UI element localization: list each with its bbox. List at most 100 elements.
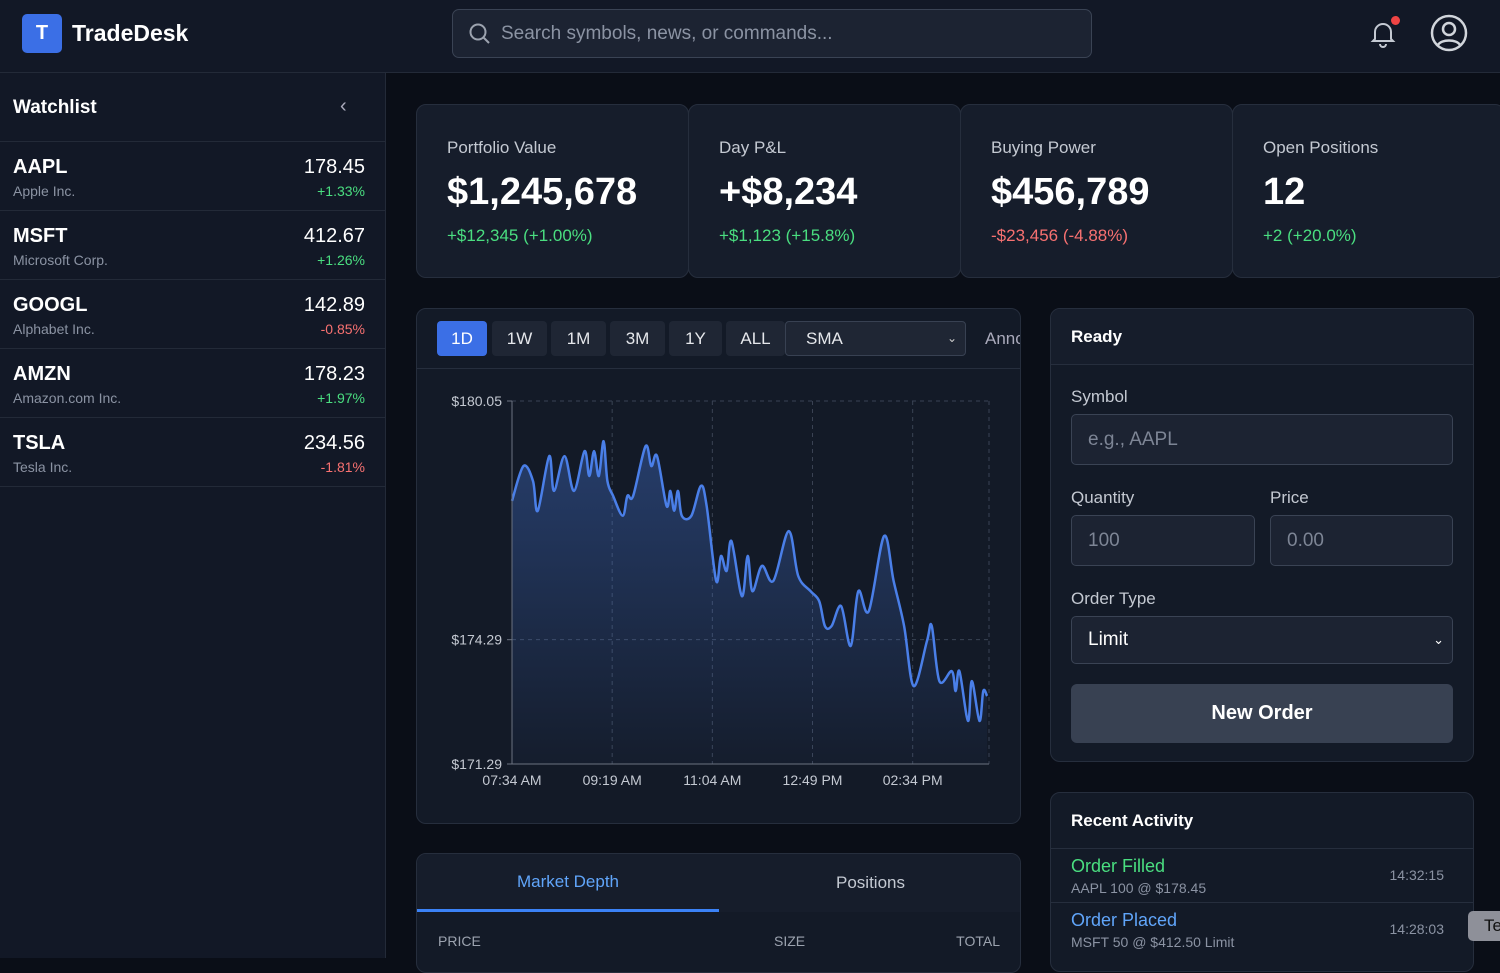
ticker-change: +1.33%	[317, 183, 365, 199]
price-line	[510, 439, 989, 723]
toast-notification[interactable]: Te	[1468, 911, 1500, 941]
stat-label: Portfolio Value	[447, 138, 557, 157]
new-order-button[interactable]: New Order	[1071, 684, 1453, 743]
chevron-down-icon: ⌄	[946, 331, 957, 345]
order-type-label: Order Type	[1071, 589, 1156, 608]
company-name: Alphabet Inc.	[13, 321, 95, 337]
activity-detail: AAPL 100 @ $178.45	[1071, 880, 1207, 896]
tab-positions[interactable]: Positions	[836, 873, 905, 892]
recent-activity-title: Recent Activity	[1071, 811, 1194, 830]
company-name: Apple Inc.	[13, 183, 76, 199]
chevron-down-icon: ⌄	[1433, 632, 1444, 647]
symbol-label: Symbol	[1071, 387, 1128, 406]
annotate-button[interactable]: Annc	[985, 329, 1021, 348]
y-tick-label: $171.29	[451, 756, 502, 772]
ticker-price: 412.67	[303, 225, 365, 247]
tab-bar	[417, 854, 1020, 912]
market-depth-card: Market Depth Positions PRICE SIZE TOTAL	[416, 853, 1021, 973]
activity-time: 14:28:03	[1389, 921, 1445, 937]
ticker-price: 234.56	[303, 432, 365, 454]
company-name: Amazon.com Inc.	[13, 390, 122, 406]
app-title: TradeDesk	[72, 20, 189, 46]
watchlist-sidebar: Watchlist ‹ AAPL Apple Inc. 178.45 +1.33…	[0, 73, 386, 958]
ticker-price: 142.89	[303, 294, 365, 316]
ticker-price: 178.45	[303, 156, 365, 178]
activity-detail: MSFT 50 @ $412.50 Limit	[1071, 934, 1235, 950]
collapse-chevron-icon[interactable]: ‹	[340, 95, 347, 117]
stat-card: Buying Power $456,789 -$23,456 (-4.88%)	[960, 104, 1233, 278]
bell-icon[interactable]	[1370, 20, 1396, 48]
column-total: TOTAL	[956, 933, 1000, 949]
stat-value: $1,245,678	[447, 171, 638, 213]
ticker-symbol: TSLA	[13, 432, 66, 454]
watchlist-item[interactable]: AAPL Apple Inc. 178.45 +1.33%	[0, 142, 385, 211]
x-tick-label: 11:04 AM	[683, 772, 741, 788]
timeframe-1w-button[interactable]: 1W	[492, 321, 547, 356]
indicator-value: SMA	[806, 329, 843, 348]
order-panel-header: Ready	[1051, 309, 1473, 365]
company-name: Microsoft Corp.	[13, 252, 108, 268]
indicator-select[interactable]: SMA ⌄	[785, 321, 966, 356]
ticker-change: -0.85%	[320, 321, 365, 337]
ticker-change: +1.97%	[317, 390, 365, 406]
ticker-symbol: AAPL	[13, 156, 68, 178]
stat-label: Buying Power	[991, 138, 1096, 157]
order-panel: Ready Symbol Quantity Price Order Type L…	[1050, 308, 1474, 762]
top-bar: T TradeDesk	[0, 0, 1500, 73]
activity-title: Order Placed	[1071, 910, 1178, 930]
x-tick-label: 09:19 AM	[583, 772, 642, 788]
ticker-change: +1.26%	[317, 252, 365, 268]
user-avatar-icon[interactable]	[1430, 14, 1468, 52]
timeframe-1d-button[interactable]: 1D	[437, 321, 487, 356]
stat-delta: -$23,456 (-4.88%)	[991, 226, 1129, 245]
watchlist-item[interactable]: MSFT Microsoft Corp. 412.67 +1.26%	[0, 211, 385, 280]
stat-label: Open Positions	[1263, 138, 1379, 157]
chart-card: 1D 1W 1M 3M 1Y ALL SMA ⌄ Annc $180.05 $174.29 $1…	[416, 308, 1021, 824]
search-box[interactable]	[452, 9, 1092, 58]
ticker-symbol: GOOGL	[13, 294, 88, 316]
watchlist-item[interactable]: AMZN Amazon.com Inc. 178.23 +1.97%	[0, 349, 385, 418]
timeframe-all-button[interactable]: ALL	[726, 321, 785, 356]
column-size: SIZE	[774, 933, 806, 949]
watchlist-header: Watchlist ‹	[0, 73, 385, 142]
symbol-input[interactable]	[1071, 414, 1453, 465]
timeframe-1m-button[interactable]: 1M	[551, 321, 606, 356]
price-label: Price	[1270, 488, 1309, 507]
activity-item: Order Filled AAPL 100 @ $178.45 14:32:15	[1051, 848, 1473, 902]
stat-delta: +$12,345 (+1.00%)	[447, 226, 593, 245]
stat-value: 12	[1263, 171, 1306, 213]
quantity-label: Quantity	[1071, 488, 1135, 507]
notification-badge	[1391, 16, 1400, 25]
recent-activity-card: Recent Activity Order Filled AAPL 100 @ …	[1050, 792, 1474, 972]
x-tick-label: 12:49 PM	[783, 772, 843, 788]
stat-card: Day P&L +$8,234 +$1,123 (+15.8%)	[688, 104, 961, 278]
ticker-change: -1.81%	[320, 459, 365, 475]
price-input[interactable]	[1270, 515, 1453, 566]
search-input[interactable]	[501, 10, 1081, 57]
ticker-price: 178.23	[303, 363, 365, 385]
stats-row: Portfolio Value $1,245,678 +$12,345 (+1.…	[416, 104, 1500, 278]
watchlist-item[interactable]: TSLA Tesla Inc. 234.56 -1.81%	[0, 418, 385, 487]
timeframe-1y-button[interactable]: 1Y	[669, 321, 722, 356]
order-type-select[interactable]: Limit ⌄	[1071, 616, 1453, 664]
stat-card: Open Positions 12 +2 (+20.0%)	[1232, 104, 1500, 278]
x-tick-label: 02:34 PM	[883, 772, 943, 788]
tab-market-depth[interactable]: Market Depth	[417, 854, 719, 912]
app-logo: T	[22, 14, 62, 53]
watchlist-item[interactable]: GOOGL Alphabet Inc. 142.89 -0.85%	[0, 280, 385, 349]
ticker-symbol: AMZN	[13, 363, 71, 385]
ticker-symbol: MSFT	[13, 225, 68, 247]
y-tick-label: $180.05	[451, 393, 502, 409]
order-type-value: Limit	[1088, 629, 1129, 650]
price-area	[512, 441, 988, 764]
search-icon	[469, 23, 490, 44]
activity-title: Order Filled	[1071, 856, 1166, 876]
activity-item: Order Placed MSFT 50 @ $412.50 Limit 14:…	[1051, 902, 1473, 956]
stat-value: +$8,234	[719, 171, 858, 213]
timeframe-3m-button[interactable]: 3M	[610, 321, 665, 356]
stat-card: Portfolio Value $1,245,678 +$12,345 (+1.…	[416, 104, 689, 278]
quantity-input[interactable]	[1071, 515, 1255, 566]
watchlist-title: Watchlist	[13, 97, 97, 118]
stat-value: $456,789	[991, 171, 1150, 213]
